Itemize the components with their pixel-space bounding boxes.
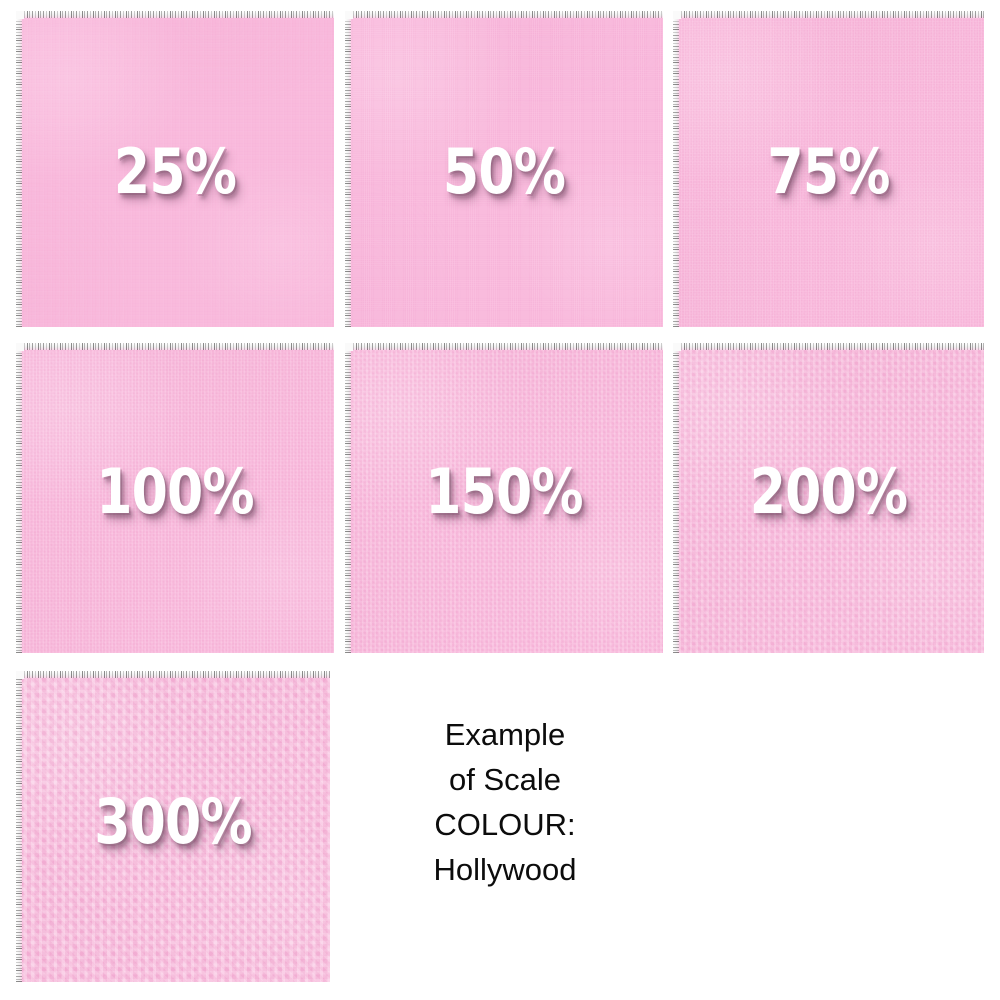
fabric-swatch-100[interactable]: 100% xyxy=(16,343,334,653)
fabric-weave-texture xyxy=(673,343,984,653)
fabric-mottling xyxy=(673,343,984,653)
frayed-edge-top xyxy=(673,343,984,350)
fabric-swatch-50[interactable]: 50% xyxy=(345,11,663,327)
fabric-twill-texture xyxy=(16,343,334,653)
frayed-edge-top xyxy=(16,343,334,350)
frayed-edge-left xyxy=(16,343,22,653)
fabric-mottling xyxy=(345,343,663,653)
fabric-twill-texture xyxy=(673,11,984,327)
frayed-edge-left xyxy=(673,11,679,327)
fabric-twill-texture xyxy=(16,671,330,982)
frayed-edge-left xyxy=(345,343,351,653)
fabric-swatch-200[interactable]: 200% xyxy=(673,343,984,653)
frayed-edge-corner xyxy=(673,11,681,19)
zoom-level-label: 50% xyxy=(442,135,566,208)
caption-line-3: COLOUR: xyxy=(434,807,576,842)
fabric-base xyxy=(16,343,334,653)
fabric-mottling xyxy=(345,11,663,327)
fabric-base xyxy=(673,11,984,327)
frayed-edge-left xyxy=(345,11,351,327)
zoom-level-label: 100% xyxy=(96,455,254,528)
fabric-weave-texture xyxy=(673,11,984,327)
fabric-swatch-75[interactable]: 75% xyxy=(673,11,984,327)
fabric-base xyxy=(673,343,984,653)
frayed-edge-corner xyxy=(673,343,681,351)
fabric-base xyxy=(345,11,663,327)
frayed-edge-top xyxy=(673,11,984,18)
zoom-level-label: 150% xyxy=(425,455,583,528)
zoom-level-label: 25% xyxy=(113,135,237,208)
fabric-weave-texture xyxy=(345,11,663,327)
frayed-edge-top xyxy=(345,343,663,350)
fabric-base xyxy=(16,671,330,982)
fabric-mottling xyxy=(16,343,334,653)
fabric-twill-texture xyxy=(673,343,984,653)
fabric-base xyxy=(345,343,663,653)
frayed-edge-corner xyxy=(16,11,24,19)
frayed-edge-top xyxy=(345,11,663,18)
zoom-level-label: 75% xyxy=(767,135,890,208)
caption-line-4: Hollywood xyxy=(433,852,577,887)
frayed-edge-corner xyxy=(16,671,24,679)
frayed-edge-left xyxy=(673,343,679,653)
fabric-swatch-25[interactable]: 25% xyxy=(16,11,334,327)
zoom-level-label: 300% xyxy=(94,785,252,858)
fabric-weave-texture xyxy=(16,671,330,982)
fabric-weave-texture xyxy=(345,343,663,653)
frayed-edge-corner xyxy=(345,343,353,351)
caption-block: Example of Scale COLOUR: Hollywood xyxy=(385,712,625,892)
fabric-swatch-150[interactable]: 150% xyxy=(345,343,663,653)
fabric-weave-texture xyxy=(16,11,334,327)
fabric-base xyxy=(16,11,334,327)
fabric-twill-texture xyxy=(345,343,663,653)
fabric-mottling xyxy=(673,11,984,327)
caption-line-2: of Scale xyxy=(448,762,561,797)
frayed-edge-left xyxy=(16,671,22,982)
frayed-edge-top xyxy=(16,11,334,18)
fabric-mottling xyxy=(16,671,330,982)
frayed-edge-corner xyxy=(345,11,353,19)
frayed-edge-corner xyxy=(16,343,24,351)
frayed-edge-left xyxy=(16,11,22,327)
frayed-edge-top xyxy=(16,671,330,678)
fabric-swatch-300[interactable]: 300% xyxy=(16,671,330,982)
caption-line-1: Example xyxy=(444,717,566,752)
fabric-mottling xyxy=(16,11,334,327)
zoom-level-label: 200% xyxy=(749,455,908,528)
fabric-weave-texture xyxy=(16,343,334,653)
